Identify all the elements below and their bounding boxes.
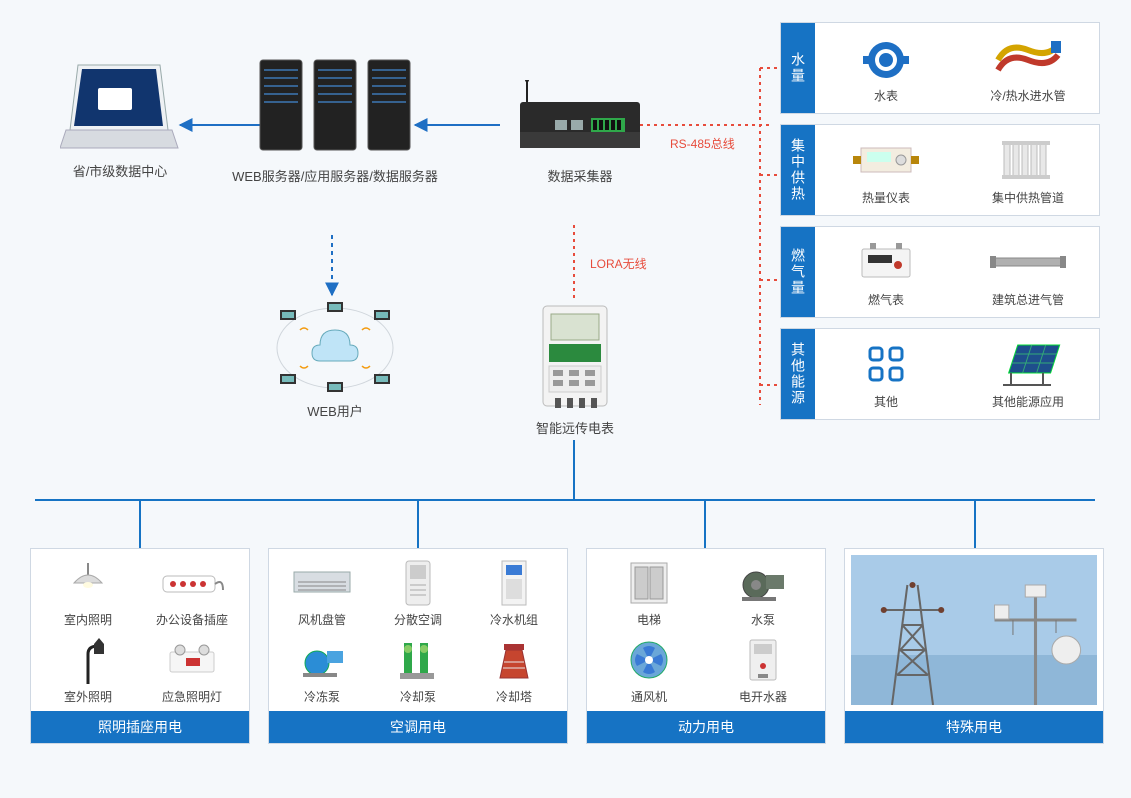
split-ac-icon (394, 559, 442, 607)
panel-other-tab: 其他能源 (781, 329, 815, 419)
chiller-icon (490, 559, 538, 607)
cooling-tower-icon (492, 636, 536, 684)
panel-other: 其他能源 其他 其他能源应用 (780, 328, 1100, 420)
elevator-label: 电梯 (627, 611, 671, 628)
panel-water-tab: 水量 (781, 23, 815, 113)
emergency-light-icon (162, 636, 222, 684)
collector-label: 数据采集器 (510, 166, 650, 185)
cat-hvac: 风机盘管 分散空调 冷水机组 冷冻泵 冷却泵 冷却塔 空调用电 (268, 548, 568, 744)
right-panels: 水量 水表 冷/热水进水管 集中供热 热量仪表 集中供热管道 (780, 22, 1100, 430)
cat-lighting: 室内照明 办公设备插座 室外照明 应急照明灯 照明插座用电 (30, 548, 250, 744)
node-servers: WEB服务器/应用服务器/数据服务器 (230, 50, 440, 185)
fancoil-label: 风机盘管 (290, 611, 354, 628)
water-pipe-icon (993, 33, 1063, 83)
radiator-label: 集中供热管道 (992, 189, 1064, 206)
node-collector: 数据采集器 (510, 80, 650, 185)
panel-heat-tab: 集中供热 (781, 125, 815, 215)
powerstrip-label: 办公设备插座 (156, 611, 228, 628)
heat-meter-label: 热量仪表 (862, 189, 910, 206)
fan-icon (626, 636, 672, 684)
node-smeter: 智能远传电表 (520, 302, 630, 437)
collector-icon (510, 80, 650, 160)
node-laptop: 省/市级数据中心 (45, 60, 195, 180)
panel-gas-tab: 燃气量 (781, 227, 815, 317)
outdoor-light-label: 室外照明 (64, 688, 112, 705)
special-image-icon (851, 555, 1097, 705)
smartmeter-icon (520, 302, 630, 412)
chw-pump-icon (297, 636, 347, 684)
powerstrip-icon (156, 559, 228, 607)
cat-hvac-title: 空调用电 (269, 711, 567, 743)
indoor-light-icon (64, 559, 112, 607)
cat-special: 特殊用电 (844, 548, 1104, 744)
cooling-tower-label: 冷却塔 (492, 688, 536, 705)
heat-meter-icon (851, 135, 921, 185)
gas-meter-icon (854, 237, 918, 287)
water-boiler-icon (739, 636, 787, 684)
server-icon (230, 50, 440, 160)
node-webuser: WEB用户 (265, 300, 405, 420)
chiller-label: 冷水机组 (490, 611, 538, 628)
cw-pump-label: 冷却泵 (396, 688, 440, 705)
water-meter-icon (861, 33, 911, 83)
other-label: 其他 (874, 393, 898, 410)
elevator-icon (627, 559, 671, 607)
gas-pipe-icon (988, 237, 1068, 287)
water-pipe-label: 冷/热水进水管 (990, 87, 1065, 104)
pump-label: 水泵 (736, 611, 790, 628)
emergency-light-label: 应急照明灯 (162, 688, 222, 705)
fan-label: 通风机 (626, 688, 672, 705)
cat-lighting-title: 照明插座用电 (31, 711, 249, 743)
smeter-label: 智能远传电表 (520, 418, 630, 437)
cat-special-title: 特殊用电 (845, 711, 1103, 743)
webuser-icon (265, 300, 405, 395)
gas-meter-label: 燃气表 (868, 291, 904, 308)
laptop-icon (45, 60, 195, 155)
water-boiler-label: 电开水器 (739, 688, 787, 705)
webuser-label: WEB用户 (265, 401, 405, 420)
other-icon (864, 339, 908, 389)
laptop-label: 省/市级数据中心 (45, 161, 195, 180)
panel-water: 水量 水表 冷/热水进水管 (780, 22, 1100, 114)
pump-icon (736, 559, 790, 607)
gas-pipe-label: 建筑总进气管 (992, 291, 1064, 308)
cat-power-title: 动力用电 (587, 711, 825, 743)
bottom-categories: 室内照明 办公设备插座 室外照明 应急照明灯 照明插座用电 风机盘管 分散空调 … (30, 548, 1104, 744)
indoor-light-label: 室内照明 (64, 611, 112, 628)
water-meter-label: 水表 (874, 87, 898, 104)
label-lora: LORA无线 (590, 255, 647, 272)
servers-label: WEB服务器/应用服务器/数据服务器 (230, 166, 440, 185)
solar-label: 其他能源应用 (992, 393, 1064, 410)
outdoor-light-icon (64, 636, 112, 684)
split-ac-label: 分散空调 (394, 611, 442, 628)
cat-power: 电梯 水泵 通风机 电开水器 动力用电 (586, 548, 826, 744)
fancoil-icon (290, 559, 354, 607)
chw-pump-label: 冷冻泵 (297, 688, 347, 705)
radiator-icon (1000, 135, 1056, 185)
label-rs485: RS-485总线 (670, 135, 735, 152)
panel-heat: 集中供热 热量仪表 集中供热管道 (780, 124, 1100, 216)
panel-gas: 燃气量 燃气表 建筑总进气管 (780, 226, 1100, 318)
solar-icon (993, 339, 1063, 389)
cw-pump-icon (396, 636, 440, 684)
